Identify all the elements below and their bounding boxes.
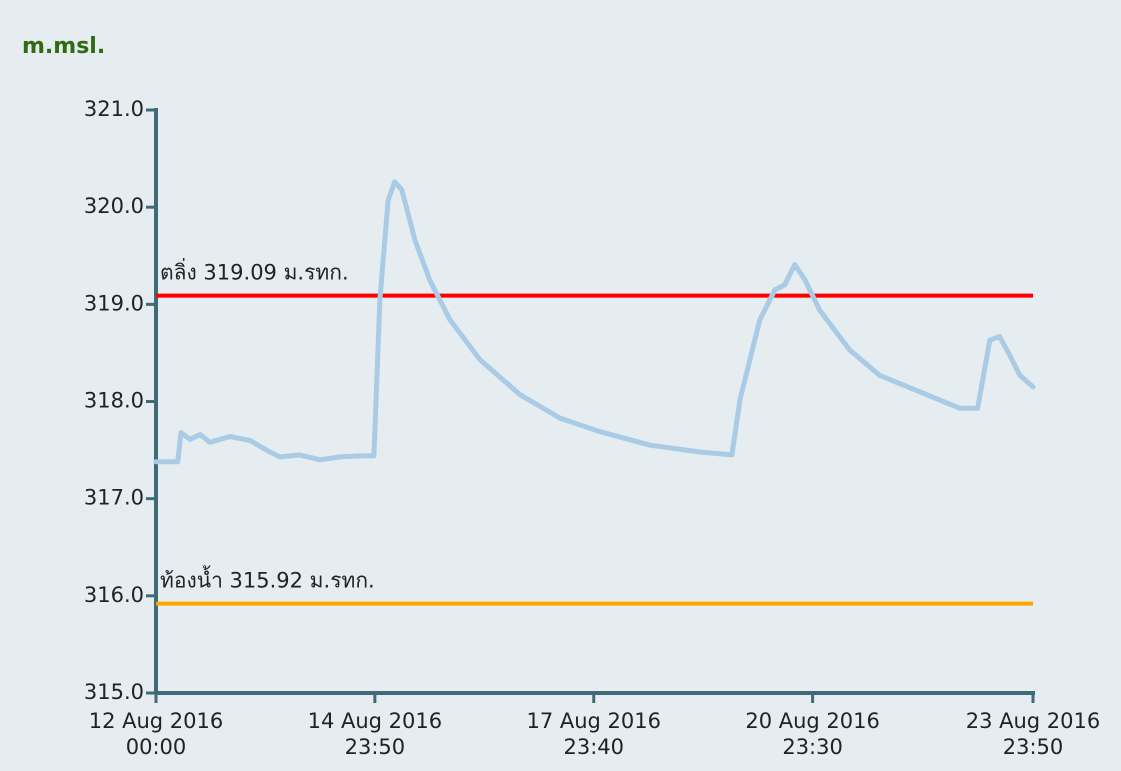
y-tick-label: 320.0 (84, 194, 144, 218)
y-tick-label: 319.0 (84, 291, 144, 315)
reference-label: ท้องน้ำ 315.92 ม.รทก. (160, 566, 375, 593)
y-tick-label: 318.0 (84, 389, 144, 413)
x-tick-label: 20 Aug 2016 23:30 (745, 709, 880, 759)
y-tick-label: 321.0 (84, 97, 144, 121)
x-tick-label: 17 Aug 2016 23:40 (526, 709, 661, 759)
reference-label: ตลิ่ง 319.09 ม.รทก. (160, 258, 349, 285)
data-line (153, 179, 1036, 465)
y-tick-label: 317.0 (84, 486, 144, 510)
y-tick-label: 316.0 (84, 583, 144, 607)
y-axis-title: m.msl. (22, 34, 106, 59)
x-tick-label: 23 Aug 2016 23:50 (965, 709, 1101, 759)
x-tick-label: 14 Aug 2016 23:50 (307, 709, 443, 759)
y-tick-label: 315.0 (84, 680, 144, 704)
x-tick-label: 12 Aug 2016 00:00 (88, 709, 224, 759)
